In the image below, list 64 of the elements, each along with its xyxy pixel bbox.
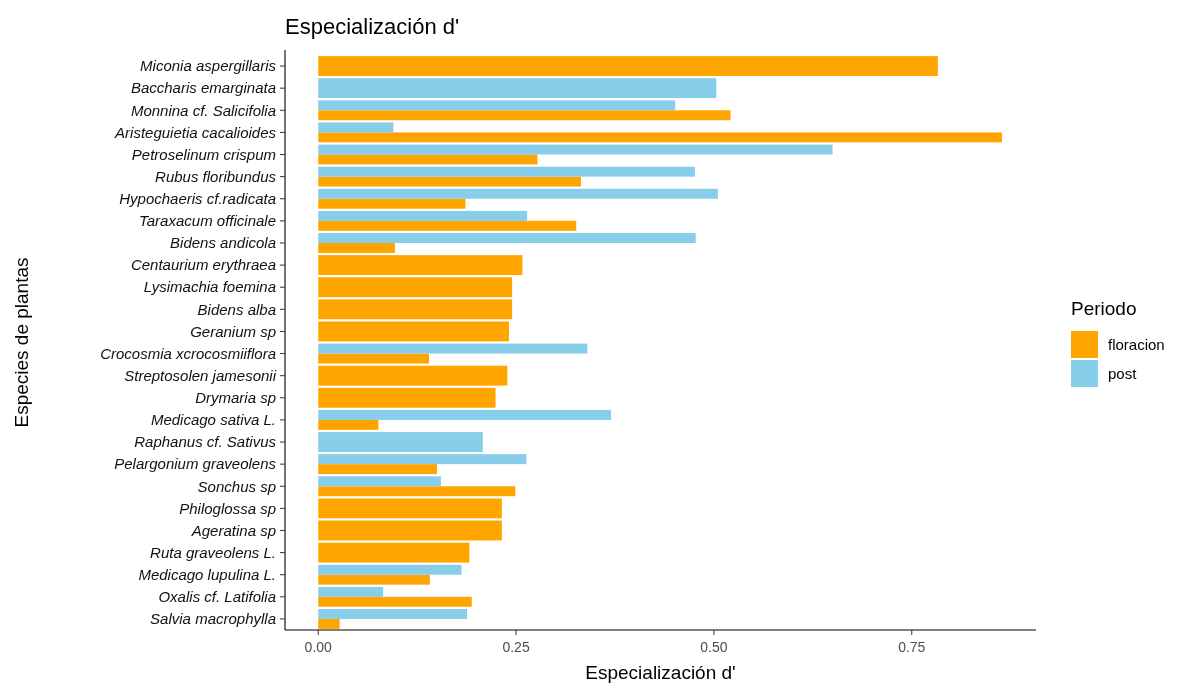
- bar: [318, 166, 695, 177]
- bar: [318, 454, 527, 465]
- y-tick-label: Ageratina sp: [190, 521, 276, 539]
- y-tick-label: Centaurium erythraea: [130, 256, 276, 274]
- legend-label: floracion: [1108, 336, 1165, 354]
- bar: [318, 564, 462, 575]
- y-tick-label: Hypochaeris cf.radicata: [119, 190, 276, 207]
- bar: [318, 198, 466, 209]
- bar: [318, 353, 430, 364]
- y-tick-label: Philoglossa sp: [179, 499, 276, 517]
- x-axis-title: Especialización d': [585, 662, 736, 683]
- bar: [318, 220, 577, 231]
- y-tick-label: Raphanus cf. Sativus: [134, 433, 277, 451]
- y-tick-label: Bidens andicola: [170, 234, 276, 252]
- y-tick-label: Aristeguietia cacalioides: [114, 123, 277, 141]
- x-tick-label: 0.25: [502, 639, 530, 655]
- y-tick-label: Lysimachia foemina: [143, 278, 276, 296]
- y-tick-label: Medicago sativa L.: [150, 411, 276, 429]
- bar: [318, 132, 1002, 143]
- bar: [318, 464, 437, 475]
- bar: [318, 476, 441, 487]
- x-tick-label: 0.50: [700, 639, 728, 655]
- bar: [318, 486, 516, 497]
- bar: [318, 110, 731, 121]
- y-tick-label: Petroselinum crispum: [131, 145, 276, 163]
- y-tick-label: Drymaria sp: [195, 389, 276, 407]
- y-tick-label: Sonchus sp: [197, 477, 276, 495]
- bar: [318, 242, 395, 253]
- bar: [318, 233, 696, 243]
- legend-title: Periodo: [1071, 298, 1137, 319]
- y-tick-label: Bidens alba: [197, 300, 276, 318]
- legend-label: post: [1108, 365, 1138, 383]
- x-tick-label: 0.75: [898, 639, 926, 655]
- bar: [318, 419, 379, 430]
- bar: [318, 188, 718, 199]
- y-tick-label: Monnina cf. Salicifolia: [130, 101, 276, 119]
- y-tick-label: Salvia macrophylla: [150, 610, 276, 628]
- y-tick-label: Rubus floribundus: [155, 167, 277, 185]
- y-tick-label: Crocosmia xcrocosmiiflora: [100, 344, 276, 362]
- bar: [318, 122, 394, 133]
- bar: [318, 176, 581, 187]
- bar: [318, 144, 833, 155]
- y-tick-label: Miconia aspergillaris: [140, 57, 277, 75]
- bar: [318, 100, 676, 111]
- bar: [318, 343, 588, 354]
- bar: [318, 618, 340, 629]
- y-tick-label: Taraxacum officinale: [138, 212, 276, 230]
- y-tick-label: Pelargonium graveolens: [114, 455, 277, 473]
- y-axis-title: Especies de plantas: [11, 257, 32, 428]
- chart-title: Especialización d': [285, 14, 460, 39]
- bar: [318, 574, 430, 585]
- bar: [318, 586, 384, 597]
- x-tick-label: 0.00: [304, 639, 333, 655]
- bar: [318, 596, 472, 607]
- y-tick-label: Geranium sp: [190, 322, 276, 340]
- y-tick-label: Ruta graveolens L.: [150, 543, 276, 561]
- y-tick-label: Streptosolen jamesonii: [124, 366, 277, 384]
- bar: [318, 608, 468, 619]
- y-tick-label: Oxalis cf. Latifolia: [158, 588, 276, 606]
- bar: [318, 154, 538, 165]
- y-tick-label: Medicago lupulina L.: [138, 565, 276, 583]
- bar: [318, 409, 612, 420]
- y-tick-label: Baccharis emarginata: [130, 79, 276, 97]
- bar: [318, 210, 528, 221]
